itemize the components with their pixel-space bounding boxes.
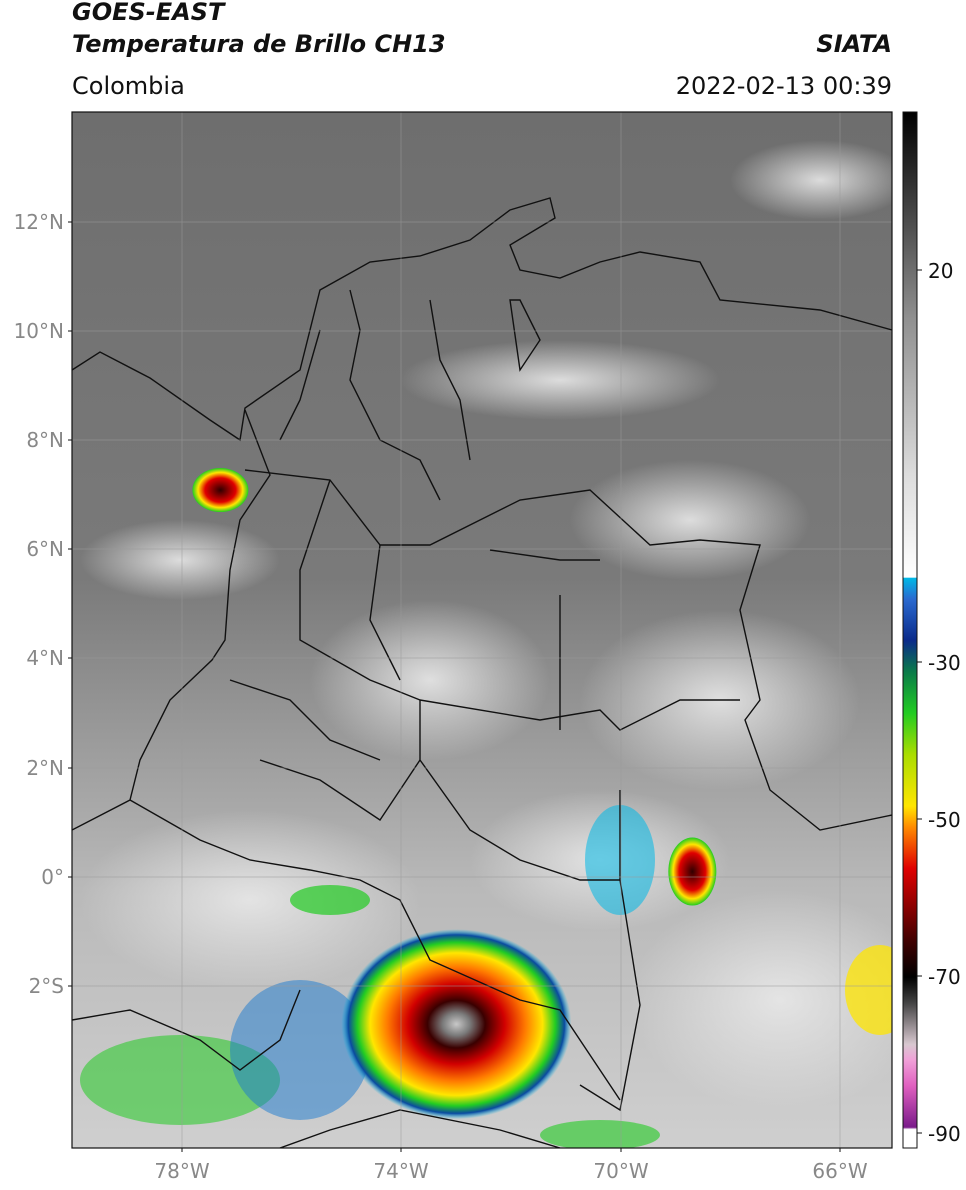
satellite-title: GOES-EAST xyxy=(72,0,225,26)
lat-tick: 6°N xyxy=(26,537,64,561)
lat-tick: 2°S xyxy=(29,974,64,998)
lon-tick: 78°W xyxy=(154,1159,209,1183)
colorbar-tick: -30 xyxy=(928,651,961,675)
lon-tick: 70°W xyxy=(593,1159,648,1183)
colorbar-tick: 20 xyxy=(928,259,953,283)
region-label: Colombia xyxy=(72,72,185,100)
map-frame xyxy=(71,111,893,1149)
boundaries xyxy=(72,197,892,1148)
colorbar-tick: -70 xyxy=(928,965,961,989)
cold-cloud-band xyxy=(80,805,892,1148)
gridlines xyxy=(72,112,892,1148)
storm-south-main xyxy=(341,929,572,1120)
product-title: Temperatura de Brillo CH13 xyxy=(72,30,446,58)
storm-north-west xyxy=(192,468,249,513)
lat-tick: 2°N xyxy=(26,756,64,780)
lat-tick: 12°N xyxy=(14,210,64,234)
axis-ticks xyxy=(68,221,841,1152)
brand-label: SIATA xyxy=(816,30,892,58)
colorbar-tick: -90 xyxy=(928,1122,961,1146)
lon-tick: 74°W xyxy=(373,1159,428,1183)
lat-tick: 8°N xyxy=(26,428,64,452)
lat-tick: 0° xyxy=(41,865,64,889)
colorbar-gradient xyxy=(902,111,918,1149)
lat-tick: 4°N xyxy=(26,646,64,670)
lon-tick: 66°W xyxy=(812,1159,867,1183)
colorbar-tick: -50 xyxy=(928,808,961,832)
lon-axis: 78°W 74°W 70°W 66°W xyxy=(154,1159,867,1183)
timestamp-label: 2022-02-13 00:39 xyxy=(675,72,892,100)
lat-axis: 12°N 10°N 8°N 6°N 4°N 2°N 0° 2°S xyxy=(14,210,64,998)
storm-south-east xyxy=(668,837,717,906)
lat-tick: 10°N xyxy=(14,319,64,343)
colorbar: 20 -30 -50 -70 -90 xyxy=(902,111,961,1149)
